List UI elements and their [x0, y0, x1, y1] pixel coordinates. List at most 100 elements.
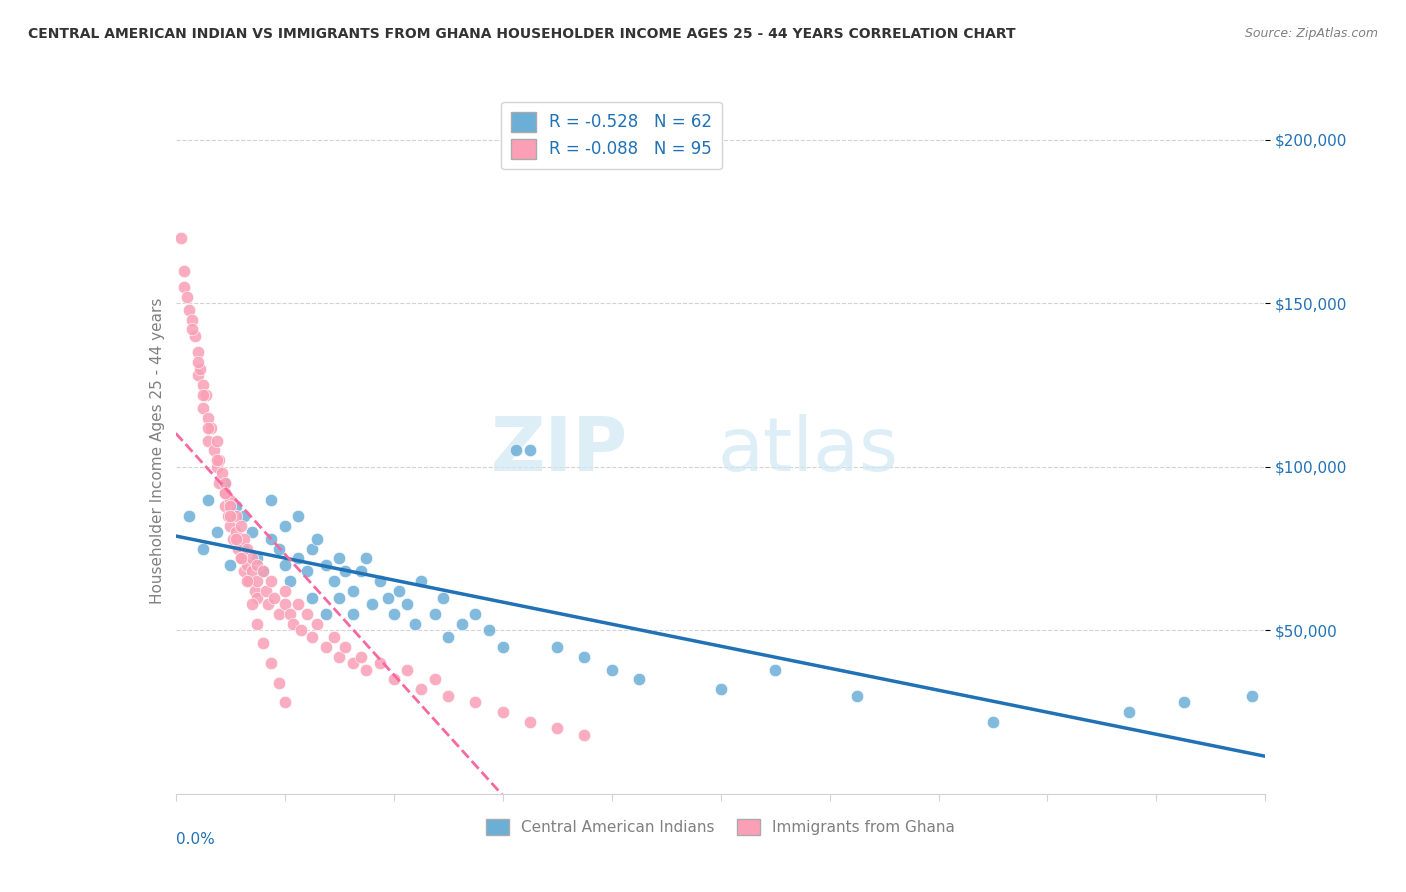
Point — [432, 591, 454, 605]
Point — [546, 640, 568, 654]
Point — [396, 597, 419, 611]
Point — [260, 492, 283, 507]
Point — [197, 420, 219, 434]
Point — [382, 673, 405, 687]
Point — [238, 574, 260, 589]
Point — [405, 616, 427, 631]
Point — [246, 591, 269, 605]
Point — [274, 518, 297, 533]
Point — [243, 584, 266, 599]
Point — [205, 525, 228, 540]
Point — [191, 378, 214, 392]
Point — [464, 607, 486, 621]
Point — [235, 558, 257, 572]
Point — [173, 263, 195, 277]
Point — [281, 616, 304, 631]
Point — [219, 558, 242, 572]
Point — [186, 345, 209, 359]
Point — [350, 649, 373, 664]
Point — [232, 565, 254, 579]
Point — [574, 649, 596, 664]
Point — [240, 525, 263, 540]
Point — [333, 565, 356, 579]
Point — [240, 565, 263, 579]
Point — [437, 630, 460, 644]
Point — [186, 355, 209, 369]
Point — [194, 388, 217, 402]
Point — [246, 551, 269, 566]
Point — [1173, 695, 1195, 709]
Point — [295, 565, 318, 579]
Point — [214, 476, 236, 491]
Point — [574, 728, 596, 742]
Point — [519, 443, 541, 458]
Point — [368, 656, 391, 670]
Point — [356, 663, 378, 677]
Point — [269, 675, 291, 690]
Point — [396, 663, 419, 677]
Point — [252, 636, 274, 650]
Point — [219, 518, 242, 533]
Point — [254, 584, 277, 599]
Point — [173, 280, 195, 294]
Point — [356, 551, 378, 566]
Point — [252, 565, 274, 579]
Point — [464, 695, 486, 709]
Point — [600, 663, 623, 677]
Point — [179, 302, 201, 317]
Text: ZIP: ZIP — [491, 414, 628, 487]
Point — [191, 541, 214, 556]
Point — [197, 410, 219, 425]
Point — [710, 682, 733, 697]
Point — [217, 508, 239, 523]
Point — [315, 640, 337, 654]
Point — [246, 558, 269, 572]
Point — [322, 574, 344, 589]
Point — [328, 649, 350, 664]
Point — [307, 532, 329, 546]
Point — [301, 541, 323, 556]
Point — [240, 551, 263, 566]
Point — [235, 574, 257, 589]
Point — [211, 467, 233, 481]
Point — [232, 508, 254, 523]
Point — [214, 486, 236, 500]
Point — [315, 558, 337, 572]
Point — [225, 525, 247, 540]
Point — [263, 591, 285, 605]
Point — [437, 689, 460, 703]
Point — [231, 518, 253, 533]
Point — [200, 420, 222, 434]
Point — [222, 532, 245, 546]
Point — [232, 541, 254, 556]
Point — [214, 499, 236, 513]
Point — [219, 492, 242, 507]
Point — [315, 607, 337, 621]
Point — [301, 630, 323, 644]
Point — [546, 722, 568, 736]
Point — [205, 434, 228, 448]
Point — [342, 607, 364, 621]
Point — [179, 508, 201, 523]
Point — [287, 508, 309, 523]
Point — [235, 541, 257, 556]
Point — [205, 453, 228, 467]
Point — [519, 714, 541, 729]
Point — [287, 597, 309, 611]
Point — [274, 597, 297, 611]
Text: atlas: atlas — [717, 414, 898, 487]
Point — [360, 597, 382, 611]
Point — [214, 476, 236, 491]
Point — [505, 443, 527, 458]
Point — [350, 565, 373, 579]
Y-axis label: Householder Income Ages 25 - 44 years: Householder Income Ages 25 - 44 years — [149, 297, 165, 604]
Point — [219, 499, 242, 513]
Point — [278, 607, 301, 621]
Point — [333, 640, 356, 654]
Text: Source: ZipAtlas.com: Source: ZipAtlas.com — [1244, 27, 1378, 40]
Point — [219, 508, 242, 523]
Point — [382, 607, 405, 621]
Point — [423, 607, 446, 621]
Point — [225, 508, 247, 523]
Point — [252, 565, 274, 579]
